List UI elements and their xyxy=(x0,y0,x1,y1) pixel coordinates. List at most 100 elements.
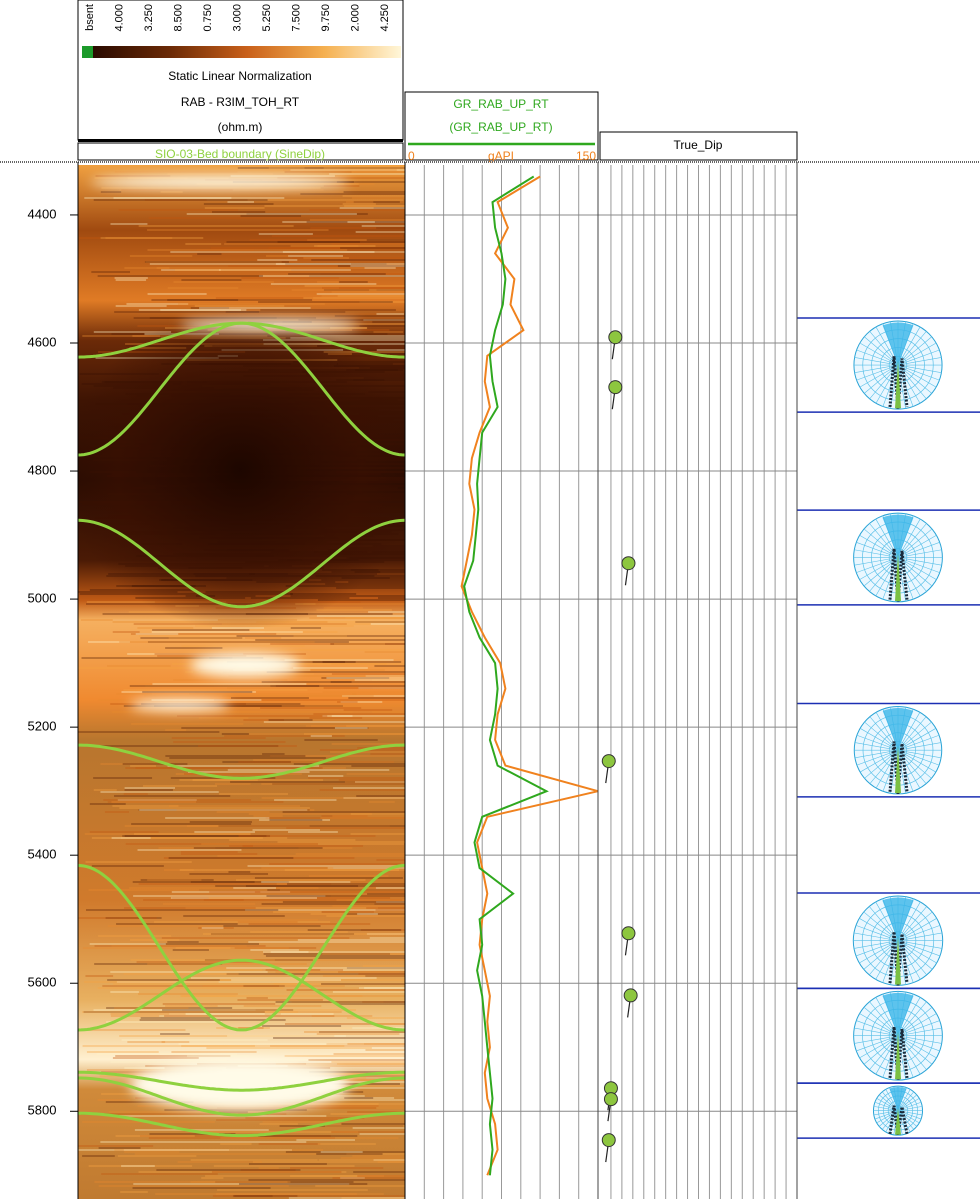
rose-fan xyxy=(882,514,914,558)
tadpole xyxy=(623,988,638,1003)
y-tick-label: 5200 xyxy=(28,719,57,734)
rose-spoke xyxy=(854,549,899,558)
sinusoid xyxy=(78,958,405,1032)
y-tick-label: 5800 xyxy=(28,1103,57,1118)
y-tick-label: 4400 xyxy=(28,206,57,221)
tadpole xyxy=(603,1092,618,1107)
tadpole xyxy=(601,754,616,769)
rose-spoke xyxy=(897,749,940,766)
rose-wedge xyxy=(895,745,901,794)
y-tick-label: 5400 xyxy=(28,847,57,862)
rose-spoke xyxy=(853,932,899,941)
image-unit: (ohm.m) xyxy=(218,120,263,134)
rose-spoke xyxy=(897,940,941,957)
rose-spoke xyxy=(882,750,899,792)
sinusoid xyxy=(78,321,405,457)
rose-diagram xyxy=(852,895,944,986)
sinusoid xyxy=(78,1111,405,1138)
rose-spoke xyxy=(897,1106,923,1111)
rose-spoke xyxy=(897,734,940,751)
color-scale-label: 2.000 xyxy=(349,4,361,32)
rose-fan xyxy=(882,322,914,366)
rose-spoke xyxy=(897,1035,921,1075)
rose-spoke xyxy=(897,918,937,941)
rose-spoke xyxy=(897,557,942,566)
rose-spoke xyxy=(897,911,933,941)
tadpole xyxy=(608,380,623,395)
color-scale-label: 9.750 xyxy=(320,4,332,32)
rose-spoke xyxy=(859,1013,899,1036)
color-scale-labels: bsent 4.000 3.250 8.500 0.750 3.000 5.250 7.500… xyxy=(84,4,391,32)
rose-spoke xyxy=(854,357,899,366)
rose-spoke xyxy=(859,918,899,941)
legend-entry: (GR_RAB_UP_RT) xyxy=(449,120,552,134)
absent-swatch xyxy=(82,46,93,58)
rose-spoke xyxy=(897,728,937,751)
color-scale-label: 4.000 xyxy=(113,4,125,32)
rose-spoke xyxy=(885,1089,899,1111)
rose-spoke xyxy=(897,557,933,587)
sinusoid xyxy=(78,518,405,609)
rose-spoke xyxy=(897,940,914,983)
y-tick-label: 5000 xyxy=(28,591,57,606)
rose-spoke xyxy=(897,940,943,949)
rose-spoke xyxy=(890,365,899,409)
rose-spoke xyxy=(869,906,899,941)
rose-spoke xyxy=(856,1035,899,1052)
rose-spoke xyxy=(897,925,941,941)
rose-spoke xyxy=(897,940,937,964)
rose-spoke xyxy=(897,557,907,602)
rose-wedge xyxy=(895,936,901,985)
x-unit: gAPI xyxy=(488,149,514,163)
resistivity-image xyxy=(78,165,405,1199)
color-scale-label: 5.250 xyxy=(261,4,273,32)
rose-spoke xyxy=(853,940,899,949)
rose-spoke xyxy=(856,1020,899,1037)
rose-spoke xyxy=(897,364,942,374)
rose-spoke xyxy=(897,1035,907,1080)
color-scale-label: 0.750 xyxy=(202,4,214,32)
rose-spoke xyxy=(890,750,899,794)
sinusoid xyxy=(78,743,405,780)
rose-spoke xyxy=(859,728,899,751)
rose-spoke xyxy=(856,557,899,573)
rose-spoke xyxy=(875,750,899,789)
rose-spoke xyxy=(897,1089,911,1111)
rose-spoke xyxy=(882,1091,899,1111)
rose-spoke xyxy=(897,1110,917,1127)
rose-wedge xyxy=(895,553,901,601)
tadpole xyxy=(601,1133,616,1148)
rose-wedge xyxy=(895,1108,901,1135)
rose-spoke xyxy=(897,357,942,366)
gr-curve xyxy=(463,175,549,1176)
legend-entry: GR_RAB_UP_RT xyxy=(453,97,549,111)
rose-spoke xyxy=(859,342,899,366)
rose-spoke xyxy=(854,364,899,374)
rose-spoke xyxy=(863,1035,899,1065)
rose-spikes xyxy=(888,931,909,986)
rose-spoke xyxy=(897,1027,942,1037)
normalization: Static Linear Normalization xyxy=(168,69,311,83)
rose-spoke xyxy=(897,742,942,751)
x-scale-max: 150 xyxy=(576,149,596,163)
rose-spoke xyxy=(897,1013,937,1036)
image-header xyxy=(77,0,404,141)
image-curve: RAB - R3IM_TOH_RT xyxy=(181,95,300,109)
tadpole xyxy=(608,330,623,345)
color-scale-label: 3.250 xyxy=(143,4,155,32)
rose-spoke xyxy=(864,364,899,394)
sinusoid xyxy=(78,1070,405,1092)
rose-spoke xyxy=(855,940,899,957)
rose-spoke xyxy=(859,749,899,773)
rose-spoke xyxy=(856,542,899,558)
rose-spoke xyxy=(897,1035,940,1052)
rose-spoke xyxy=(897,342,937,366)
rose-spoke xyxy=(856,734,899,751)
rose-fan xyxy=(882,708,914,751)
rose-spoke xyxy=(897,542,940,558)
gr-curve xyxy=(460,175,599,1176)
rose-diagram xyxy=(872,1085,924,1136)
rose-diagram xyxy=(853,512,943,603)
rose-spikes xyxy=(888,741,909,795)
rose-fan xyxy=(889,1087,907,1111)
